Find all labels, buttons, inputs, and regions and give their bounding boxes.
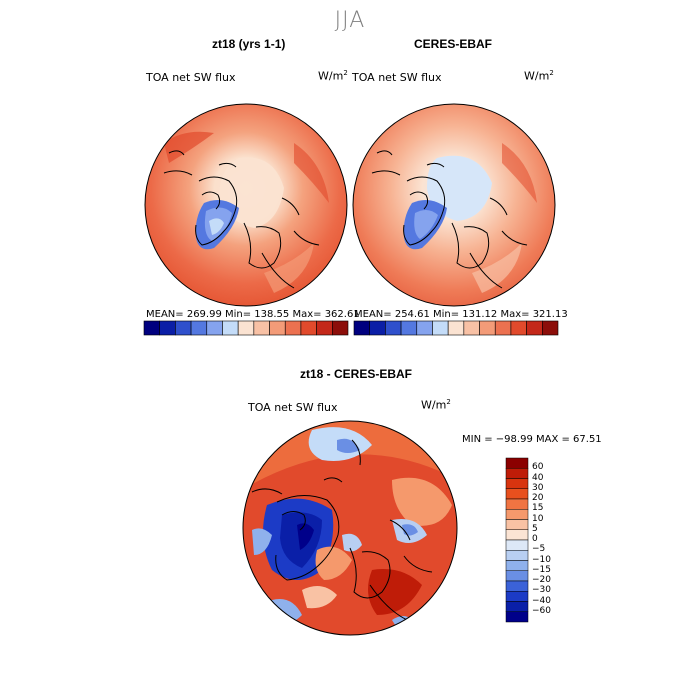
colorbar-tick-label: 5 (532, 523, 538, 534)
colorbar-swatch (505, 509, 529, 520)
colorbar-swatch (300, 320, 317, 336)
colorbar-tick-label: −20 (532, 575, 551, 585)
panel2-title: CERES-EBAF (414, 37, 493, 51)
colorbar-tick-label: 10 (532, 513, 544, 524)
colorbar-swatch (505, 601, 529, 612)
colorbar-tick-label: −40 (532, 595, 551, 606)
colorbar-model (143, 320, 349, 336)
colorbar-swatch (353, 320, 370, 336)
colorbar-ceres-ticks (354, 337, 558, 351)
colorbar-swatch (332, 320, 349, 336)
colorbar-swatch (175, 320, 192, 336)
polar-map-ceres (352, 103, 556, 307)
panel1-variable: TOA net SW flux (146, 71, 236, 84)
colorbar-swatch (284, 320, 302, 336)
panel1-units: W/m2 (318, 69, 348, 83)
colorbar-difference-ticks: 60 40 30 20 15 10 5 0 −5 −10 −15 −20 −30 −40 −60 (532, 458, 562, 622)
colorbar-tick-label: −15 (532, 564, 551, 575)
colorbar-swatch (505, 457, 529, 469)
colorbar-tick-label: 15 (532, 503, 544, 514)
colorbar-tick-label: 30 (532, 482, 544, 493)
colorbar-swatch (505, 498, 529, 510)
colorbar-tick-label: −10 (532, 554, 551, 565)
colorbar-swatch (505, 488, 529, 500)
colorbar-swatch (505, 468, 529, 479)
colorbar-swatch (505, 519, 529, 530)
colorbar-swatch (505, 611, 529, 623)
colorbar-swatch (253, 320, 270, 336)
polar-map-difference (242, 420, 458, 636)
colorbar-tick-label: 0 (532, 534, 538, 544)
colorbar-swatch (505, 539, 529, 551)
colorbar-swatch (505, 529, 529, 541)
colorbar-swatch (269, 320, 286, 336)
colorbar-swatch (505, 478, 529, 489)
colorbar-swatch (479, 320, 496, 336)
season-title: JJA (334, 8, 366, 33)
colorbar-swatch (505, 550, 529, 561)
colorbar-swatch (542, 320, 559, 336)
difference-title: zt18 - CERES-EBAF (300, 367, 413, 381)
colorbar-tick-label: −30 (532, 585, 551, 596)
colorbar-swatch (237, 320, 255, 336)
polar-map-model (144, 103, 348, 307)
colorbar-swatch (400, 320, 418, 336)
colorbar-tick-label: 40 (532, 472, 544, 483)
colorbar-swatch (190, 320, 208, 336)
difference-minmax: MIN = −98.99 MAX = 67.51 (462, 434, 602, 445)
colorbar-swatch (159, 320, 176, 336)
panel1-stats: MEAN= 269.99 Min= 138.55 Max= 362.61 (146, 309, 360, 320)
panel2-stats: MEAN= 254.61 Min= 131.12 Max= 321.13 (354, 309, 568, 320)
colorbar-model-ticks (144, 337, 348, 351)
colorbar-swatch (505, 580, 529, 592)
colorbar-tick-label: 20 (532, 493, 544, 503)
colorbar-swatch (416, 320, 433, 336)
colorbar-tick-label: −60 (532, 605, 551, 616)
colorbar-swatch (505, 560, 529, 571)
colorbar-swatch (369, 320, 386, 336)
colorbar-difference (505, 457, 529, 623)
panel1-title: zt18 (yrs 1-1) (212, 37, 286, 51)
difference-units: W/m2 (421, 398, 451, 412)
panel2-variable: TOA net SW flux (352, 71, 442, 84)
colorbar-tick-label: 60 (532, 462, 544, 473)
colorbar-swatch (222, 320, 239, 336)
colorbar-swatch (143, 320, 160, 336)
colorbar-swatch (385, 320, 402, 336)
colorbar-ceres (353, 320, 559, 336)
colorbar-swatch (505, 570, 529, 582)
panel2-units: W/m2 (524, 69, 554, 83)
colorbar-swatch (447, 320, 465, 336)
colorbar-swatch (494, 320, 512, 336)
colorbar-tick-label: −5 (532, 544, 546, 555)
difference-variable: TOA net SW flux (248, 401, 338, 414)
colorbar-swatch (206, 320, 223, 336)
colorbar-swatch (526, 320, 543, 336)
colorbar-swatch (505, 591, 529, 602)
colorbar-swatch (316, 320, 333, 336)
colorbar-swatch (510, 320, 527, 336)
colorbar-swatch (463, 320, 480, 336)
colorbar-swatch (432, 320, 449, 336)
